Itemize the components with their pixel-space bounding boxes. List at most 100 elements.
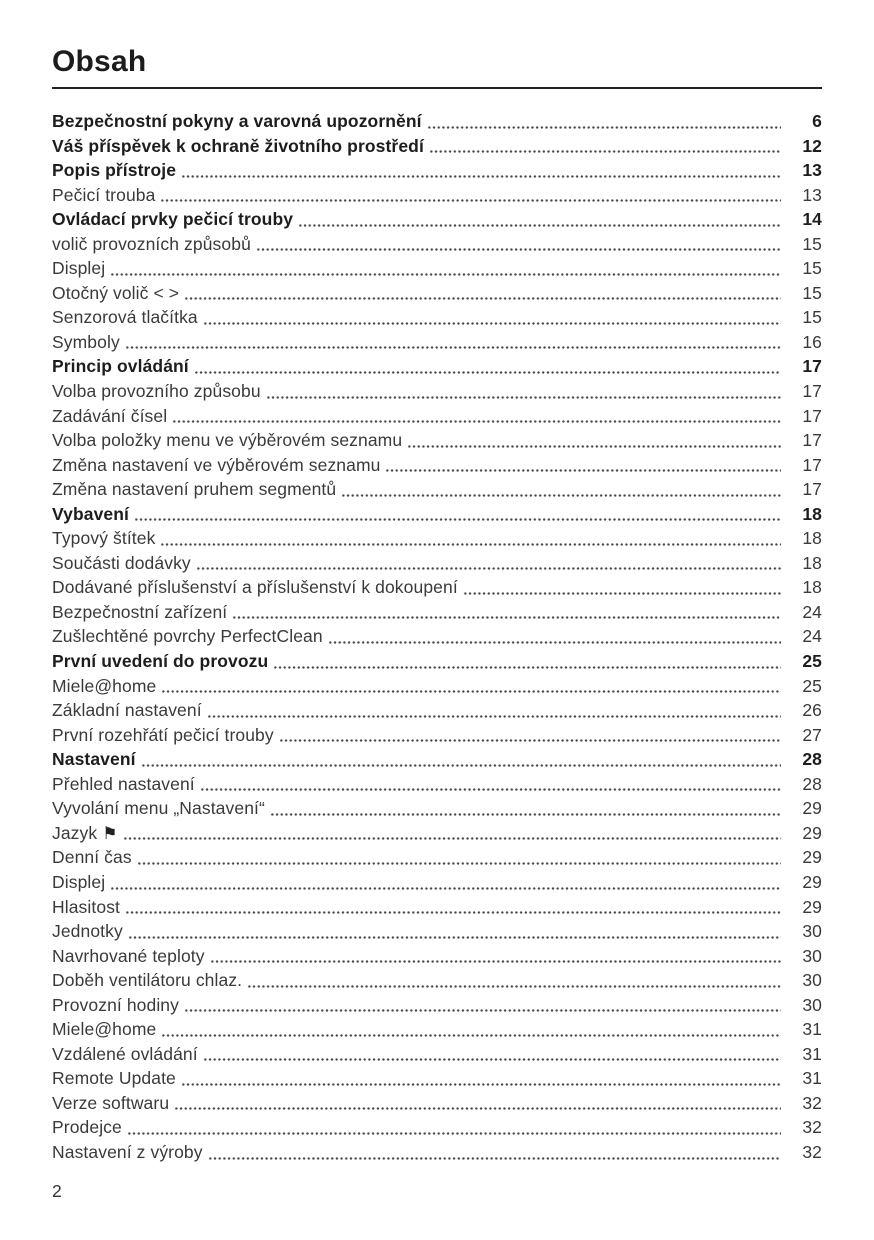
toc-entry-page: 30	[802, 970, 822, 991]
toc-entry-label: Displej	[52, 258, 106, 279]
toc-entry-page: 32	[802, 1092, 822, 1113]
dot-leader	[327, 641, 781, 645]
toc-entry: Miele@home 31	[52, 1017, 822, 1042]
toc-entry-label: Verze softwaru	[52, 1092, 170, 1113]
toc-entry-label: Zadávání čísel	[52, 405, 168, 426]
toc-entry: Verze softwaru 32	[52, 1091, 822, 1116]
dot-leader	[134, 518, 781, 522]
toc-entry: Displej 15	[52, 256, 822, 281]
toc-entry: Nastavení z výroby 32	[52, 1140, 822, 1165]
toc-entry: Senzorová tlačítka 15	[52, 305, 822, 330]
toc-entry-label: Hlasitost	[52, 896, 121, 917]
toc-entry-label: Bezpečnostní zařízení	[52, 601, 228, 622]
toc-entry: Vybavení 18	[52, 502, 822, 527]
dot-leader	[110, 272, 781, 276]
toc-entry: Váš příspěvek k ochraně životního prostř…	[52, 134, 822, 159]
toc-entry: Volba provozního způsobu 17	[52, 379, 822, 404]
toc-entry-page: 6	[812, 111, 822, 131]
dot-leader	[247, 984, 781, 988]
toc-entry: Přehled nastavení 28	[52, 772, 822, 797]
toc-entry-page: 25	[802, 651, 822, 672]
toc-entry-label: Doběh ventilátoru chlaz.	[52, 970, 243, 991]
toc-entry: Provozní hodiny 30	[52, 993, 822, 1018]
toc-entry: Hlasitost 29	[52, 895, 822, 920]
toc-entry-label: Otočný volič < >	[52, 282, 180, 303]
toc-entry-label: Změna nastavení pruhem segmentů	[52, 479, 337, 500]
dot-leader	[140, 763, 781, 767]
toc-entry-label: Princip ovládání	[52, 356, 189, 377]
toc-entry: Změna nastavení ve výběrovém seznamu 17	[52, 453, 822, 478]
toc-entry: Typový štítek 18	[52, 526, 822, 551]
dot-leader	[136, 861, 781, 865]
toc-entry-page: 30	[802, 945, 822, 966]
toc-entry-page: 18	[802, 552, 822, 573]
toc-entry-page: 17	[802, 381, 822, 402]
dot-leader	[180, 1082, 781, 1086]
dot-leader	[193, 371, 781, 375]
toc-entry-label: Remote Update	[52, 1068, 176, 1089]
toc-entry: Ovládací prvky pečicí trouby 14	[52, 207, 822, 232]
dot-leader	[385, 469, 781, 473]
toc-entry-page: 18	[802, 528, 822, 549]
toc-entry-page: 29	[802, 871, 822, 892]
toc-entry-page: 32	[802, 1117, 822, 1138]
toc-entry-label: Nastavení z výroby	[52, 1141, 203, 1162]
toc-entry-label: Ovládací prvky pečicí trouby	[52, 209, 294, 230]
dot-leader	[181, 174, 781, 178]
toc-entry-page: 30	[802, 994, 822, 1015]
page-header: Obsah	[52, 0, 822, 89]
toc-entry-label: Změna nastavení ve výběrovém seznamu	[52, 454, 381, 475]
toc-entry: Základní nastavení 26	[52, 698, 822, 723]
toc-entry-label: První rozehřátí pečicí trouby	[52, 724, 274, 745]
dot-leader	[232, 616, 781, 620]
toc-entry-label: Jazyk	[52, 822, 98, 843]
toc-entry-page: 29	[802, 847, 822, 868]
toc-entry-page: 24	[802, 626, 822, 647]
dot-leader	[202, 1058, 781, 1062]
dot-leader	[195, 567, 781, 571]
toc-entry-label: Miele@home	[52, 675, 157, 696]
toc-entry: Otočný volič < > 15	[52, 281, 822, 306]
toc-entry: Bezpečnostní zařízení 24	[52, 600, 822, 625]
toc-entry: Prodejce 32	[52, 1115, 822, 1140]
toc-entry: Volba položky menu ve výběrovém seznamu 1…	[52, 428, 822, 453]
dot-leader	[298, 223, 781, 227]
dot-leader	[341, 493, 781, 497]
dot-leader	[273, 665, 781, 669]
footer-page-number: 2	[52, 1181, 62, 1201]
toc-entry-label: Vyvolání menu „Nastavení“	[52, 798, 265, 819]
dot-leader	[126, 1131, 781, 1135]
toc-entry-page: 24	[802, 601, 822, 622]
toc-entry-label: První uvedení do provozu	[52, 651, 269, 672]
toc-entry-label: Vybavení	[52, 503, 129, 524]
toc-entry: Vzdálené ovládání 31	[52, 1042, 822, 1067]
toc-entry: Vyvolání menu „Nastavení“ 29	[52, 796, 822, 821]
toc-entry-page: 27	[802, 724, 822, 745]
dot-leader	[209, 960, 781, 964]
toc-entry-label: Navrhované teploty	[52, 945, 205, 966]
toc-entry: Doběh ventilátoru chlaz. 30	[52, 968, 822, 993]
toc-entry-label: Bezpečnostní pokyny a varovná upozornění	[52, 111, 422, 131]
dot-leader	[202, 321, 781, 325]
toc-entry: Nastavení 28	[52, 747, 822, 772]
toc-entry: Princip ovládání 17	[52, 354, 822, 379]
toc-entry-page: 13	[802, 184, 822, 205]
toc-entry: Navrhované teploty 30	[52, 944, 822, 969]
toc-entry: První uvedení do provozu 25	[52, 649, 822, 674]
toc-entry: volič provozních způsobů 15	[52, 232, 822, 257]
toc-entry-page: 14	[802, 209, 822, 230]
toc-entry-label: Zušlechtěné povrchy PerfectClean	[52, 626, 323, 647]
toc-entry-label: Provozní hodiny	[52, 994, 179, 1015]
toc-entry-label: Symboly	[52, 331, 120, 352]
toc-entry-page: 15	[802, 233, 822, 254]
toc-entry-label: Nastavení	[52, 749, 136, 770]
toc-entry: Zadávání čísel 17	[52, 404, 822, 429]
toc-entry: Součásti dodávky 18	[52, 551, 822, 576]
toc-entry-page: 15	[802, 307, 822, 328]
dot-leader	[110, 886, 781, 890]
toc-list: Bezpečnostní pokyny a varovná upozornění…	[52, 109, 822, 1165]
toc-entry-label: Součásti dodávky	[52, 552, 191, 573]
toc-entry: První rozehřátí pečicí trouby 27	[52, 723, 822, 748]
toc-entry-label: Dodávané příslušenství a příslušenství k…	[52, 577, 458, 598]
toc-entry: Změna nastavení pruhem segmentů 17	[52, 477, 822, 502]
